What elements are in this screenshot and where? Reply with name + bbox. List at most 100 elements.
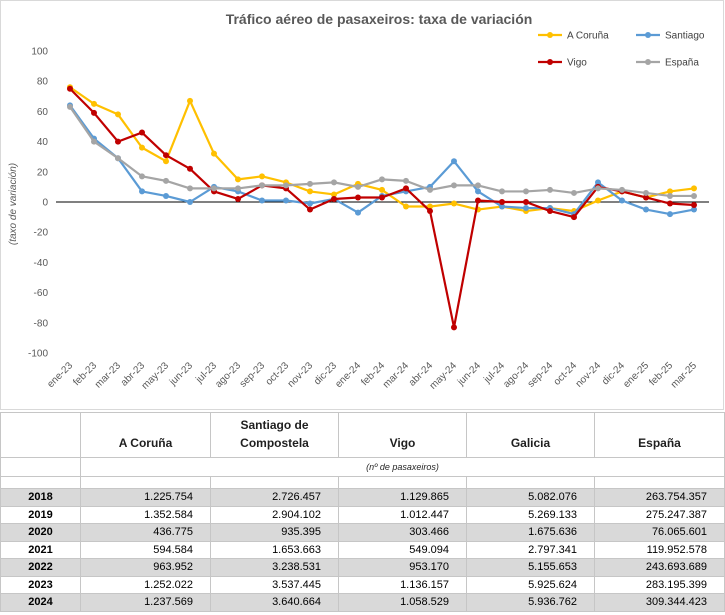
legend-swatch-marker-vigo [547,59,553,65]
data-point-espana-abr-23 [139,173,145,180]
year-cell: 2019 [0,505,81,524]
data-point-santiago-may-24 [451,158,457,165]
value-cell-santiago-de-compostela: 3.537.445 [210,575,339,594]
y-tick-label-60: 60 [37,107,49,118]
legend-item-espana: España [636,58,699,69]
units-label: (nº de pasaxeiros) [80,457,725,477]
data-point-espana-sep-24 [547,186,553,193]
data-point-a-coruna-mar-25 [691,185,697,192]
y-tick-label-40: 40 [37,137,49,148]
data-point-santiago-may-23 [163,192,169,199]
data-point-santiago-ene-25 [643,206,649,213]
table-row-2024: 2024 1.237.569 3.640.664 1.058.529 5.936.762… [0,593,725,612]
spacer-cell [210,476,339,489]
value-cell-galicia: 2.797.341 [466,540,595,559]
value-cell-a-coruna: 1.225.754 [80,488,211,507]
data-point-a-coruna-may-23 [163,158,169,165]
value-cell-galicia: 5.925.624 [466,575,595,594]
units-blank-cell [0,457,81,477]
data-point-espana-oct-24 [571,189,577,196]
data-point-espana-nov-23 [307,180,313,187]
legend: A Coruña Santiago Vigo España [538,31,705,69]
data-point-a-coruna-mar-24 [403,203,409,210]
year-cell: 2018 [0,488,81,507]
legend-swatch-marker-santiago [645,32,651,38]
legend-label-a-coruna: A Coruña [567,31,609,42]
data-point-santiago-nov-24 [595,179,601,186]
data-point-vigo-oct-24 [571,214,577,221]
data-point-santiago-oct-23 [283,197,289,204]
data-point-vigo-ene-24 [355,194,361,201]
value-cell-a-coruna: 963.952 [80,558,211,577]
value-cell-a-coruna: 1.352.584 [80,505,211,524]
data-point-santiago-dic-24 [619,197,625,204]
chart-title: Tráfico aéreo de pasaxeiros: taxa de var… [226,11,533,27]
y-axis-label: (taxo de variación) [8,163,19,245]
data-point-espana-ago-23 [235,185,241,192]
header-blank-cell [0,412,81,458]
data-point-a-coruna-may-24 [451,200,457,207]
data-point-vigo-feb-25 [667,200,673,207]
data-point-santiago-jun-24 [475,188,481,195]
y-tick-label-40: -40 [34,258,49,269]
data-point-espana-may-24 [451,182,457,189]
data-point-santiago-jul-24 [499,203,505,210]
y-tick-label-100: 100 [31,47,48,58]
year-cell: 2024 [0,593,81,612]
data-point-espana-ene-24 [355,183,361,190]
table-row-2022: 2022 963.952 3.238.531 953.170 5.155.653 243.… [0,558,725,577]
data-point-vigo-feb-24 [379,194,385,201]
data-point-espana-mar-23 [115,155,121,162]
value-cell-vigo: 1.012.447 [338,505,467,524]
data-point-espana-sep-23 [259,182,265,189]
value-cell-santiago-de-compostela: 2.904.102 [210,505,339,524]
data-point-espana-ene-25 [643,189,649,196]
y-tick-label-100: -100 [28,349,48,360]
legend-label-espana: España [665,58,699,69]
y-tick-label-60: -60 [34,288,49,299]
data-point-espana-nov-24 [595,185,601,192]
table-row-2020: 2020 436.775 935.395 303.466 1.675.636 76.065… [0,523,725,542]
value-cell-vigo: 303.466 [338,523,467,542]
data-point-a-coruna-mar-23 [115,111,121,118]
data-point-a-coruna-nov-24 [595,197,601,204]
data-point-vigo-may-24 [451,324,457,331]
table-row-2018: 2018 1.225.754 2.726.457 1.129.865 5.082.076… [0,488,725,507]
passenger-table: A Coruña Santiago de Compostela Vigo Gal… [0,412,725,612]
legend-label-vigo: Vigo [567,58,587,69]
y-tick-label-0: 0 [42,198,48,209]
value-cell-a-coruna: 1.252.022 [80,575,211,594]
value-cell-santiago-de-compostela: 935.395 [210,523,339,542]
legend-item-a-coruna: A Coruña [538,31,609,42]
header-santiago-de-compostela: Santiago de Compostela [210,412,339,458]
data-point-espana-jun-23 [187,185,193,192]
spacer-cell [0,476,81,489]
data-point-a-coruna-jun-23 [187,97,193,104]
data-point-vigo-abr-24 [427,208,433,215]
data-point-vigo-sep-24 [547,208,553,215]
data-point-santiago-sep-23 [259,197,265,204]
legend-swatch-marker-espana [645,59,651,65]
table-row-2021: 2021 594.584 1.653.663 549.094 2.797.341 119.… [0,540,725,559]
data-point-espana-feb-23 [91,138,97,145]
data-point-vigo-feb-23 [91,109,97,116]
spacer-cell [80,476,211,489]
value-cell-galicia: 5.155.653 [466,558,595,577]
data-point-espana-dic-23 [331,179,337,186]
data-point-espana-mar-24 [403,177,409,184]
data-point-vigo-nov-23 [307,206,313,213]
units-row: (nº de pasaxeiros) [0,457,725,477]
data-point-a-coruna-abr-23 [139,144,145,151]
value-cell-santiago-de-compostela: 1.653.663 [210,540,339,559]
legend-label-santiago: Santiago [665,31,705,42]
value-cell-galicia: 5.269.133 [466,505,595,524]
year-cell: 2020 [0,523,81,542]
value-cell-espana: 275.247.387 [594,505,725,524]
data-point-vigo-jun-24 [475,197,481,204]
value-cell-a-coruna: 436.775 [80,523,211,542]
y-tick-label-20: -20 [34,228,49,239]
legend-swatch-marker-a-coruna [547,32,553,38]
header-galicia: Galicia [466,412,595,458]
value-cell-espana: 76.065.601 [594,523,725,542]
